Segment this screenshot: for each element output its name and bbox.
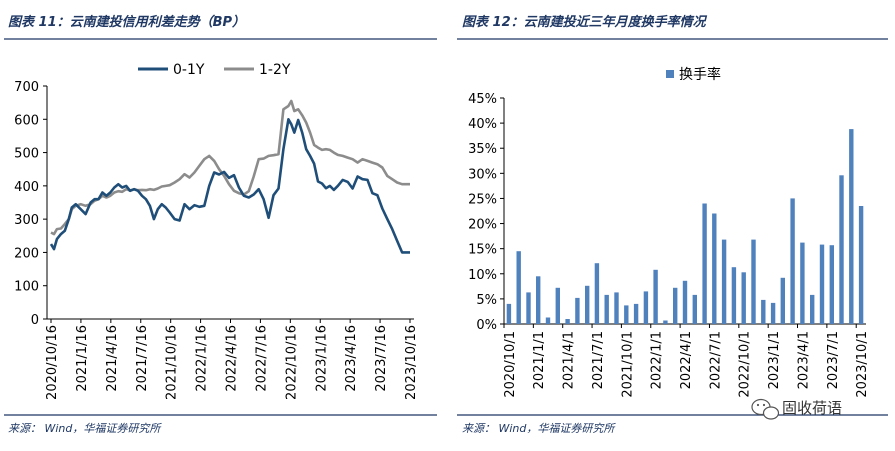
bar-y-tick-label: 15% [468, 243, 497, 258]
line-y-tick-label: 200 [14, 246, 39, 261]
series-line-1-2y [50, 99, 410, 236]
turnover-bar [810, 294, 815, 324]
legend-swatch-turnover [666, 70, 674, 78]
bar-x-tick-label: 2023/4/1 [796, 331, 811, 389]
legend-label-0-1y: 0-1Y [173, 62, 205, 78]
bar-y-tick-label: 25% [468, 192, 497, 207]
legend-label-1-2y: 1-2Y [259, 62, 291, 78]
turnover-bar [663, 320, 668, 324]
bar-x-tick-label: 2022/10/1 [738, 331, 753, 398]
turnover-bar [545, 317, 551, 324]
turnover-bar [506, 303, 512, 324]
line-y-tick-label: 0 [31, 313, 39, 328]
line-x-tick-label: 2023/10/16 [404, 325, 419, 400]
turnover-bar [516, 251, 521, 324]
turnover-bar [555, 287, 560, 324]
line-x-tick-label: 2023/1/16 [314, 325, 329, 392]
turnover-bar [819, 244, 825, 324]
series-line-0-1y [49, 118, 410, 254]
bar-y-tick-label: 0% [476, 318, 497, 333]
turnover-bar [712, 213, 717, 324]
line-x-tick-label: 2021/7/16 [135, 325, 150, 392]
bar-x-tick-label: 2021/4/1 [562, 331, 577, 389]
turnover-bar [604, 294, 609, 324]
line-x-tick-label: 2022/4/16 [225, 325, 240, 392]
turnover-bar [702, 203, 707, 324]
right-source-note: 来源： Wind，华福证券研究所 [462, 422, 616, 435]
bar-y-tick-label: 10% [468, 268, 497, 283]
turnover-bar [526, 292, 531, 324]
bar-chart-legend: 换手率 [666, 66, 721, 83]
bar-x-tick-label: 2020/10/1 [503, 331, 518, 398]
bar-x-tick-label: 2021/10/1 [620, 331, 635, 398]
turnover-bar [790, 198, 795, 324]
turnover-bar [575, 297, 580, 324]
turnover-bar [643, 291, 649, 324]
bar-x-tick-label: 2021/1/1 [532, 331, 547, 389]
turnover-bar [565, 319, 570, 324]
line-y-tick-label: 400 [14, 180, 39, 195]
turnover-bar [594, 263, 600, 324]
watermark: 固收荷语 [751, 398, 842, 420]
turnover-bar [614, 292, 619, 324]
line-y-tick-label: 500 [14, 147, 39, 162]
bar-y-tick-label: 30% [468, 167, 497, 182]
line-x-tick-label: 2022/7/16 [254, 325, 269, 392]
legend-label-turnover: 换手率 [679, 66, 721, 83]
line-chart-legend: 0-1Y 1-2Y [138, 62, 291, 78]
turnover-bar [682, 280, 688, 324]
turnover-bar [585, 285, 590, 324]
turnover-bar [624, 305, 629, 324]
bar-chart: 换手率 0% 5% 10% 15% 20% 25% 30% 35% 40% 45% 2020/10… [468, 66, 870, 398]
bar-y-tick-label: 20% [468, 218, 497, 233]
bar-x-tick-label: 2023/10/1 [855, 331, 870, 398]
bar-x-tick-label: 2022/1/1 [650, 331, 665, 389]
bar-y-tick-label: 40% [468, 117, 497, 132]
turnover-bar [673, 287, 678, 324]
turnover-bar [839, 175, 844, 324]
turnover-bar [761, 299, 766, 324]
bar-y-tick-label: 35% [468, 142, 497, 157]
turnover-bar [731, 267, 737, 324]
bar-x-tick-label: 2022/4/1 [679, 331, 694, 389]
line-x-tick-label: 2021/1/16 [75, 325, 90, 392]
line-x-tick-label: 2022/10/16 [284, 325, 299, 400]
turnover-bar [741, 272, 746, 324]
bar-x-tick-label: 2022/7/1 [708, 331, 723, 389]
line-y-tick-label: 700 [14, 80, 39, 95]
bar-x-tick-label: 2023/7/1 [826, 331, 841, 389]
turnover-bar [780, 277, 785, 324]
watermark-text: 固收荷语 [782, 399, 842, 417]
turnover-bar [653, 269, 658, 324]
turnover-bar [849, 129, 854, 324]
left-source-note: 来源： Wind，华福证券研究所 [8, 422, 162, 435]
turnover-bar [692, 294, 697, 324]
wechat-icon [751, 398, 780, 420]
line-x-tick-label: 2021/10/16 [165, 325, 180, 400]
left-figure-title: 图表 11：云南建投信用利差走势（BP） [8, 14, 245, 30]
bar-x-tick-label: 2021/7/1 [591, 331, 606, 389]
line-x-tick-label: 2020/10/16 [45, 325, 60, 400]
bar-y-tick-label: 45% [468, 92, 497, 107]
turnover-bar [800, 242, 805, 324]
right-figure-title: 图表 12：云南建投近三年月度换手率情况 [462, 14, 708, 30]
turnover-bar [633, 303, 639, 324]
turnover-bar [721, 239, 727, 324]
line-x-tick-label: 2022/1/16 [195, 325, 210, 392]
turnover-bar [536, 276, 541, 324]
line-chart: 0-1Y 1-2Y 0 100 200 300 400 500 600 700 2020/10… [14, 62, 419, 400]
line-x-tick-label: 2023/7/16 [374, 325, 389, 392]
line-x-tick-label: 2023/4/16 [344, 325, 359, 392]
turnover-bar [829, 245, 834, 324]
line-y-tick-label: 300 [14, 213, 39, 228]
turnover-bar [770, 302, 776, 324]
turnover-bar [858, 206, 864, 324]
line-y-tick-label: 600 [14, 113, 39, 128]
bar-x-tick-label: 2023/1/1 [767, 331, 782, 389]
line-y-tick-label: 100 [14, 280, 39, 295]
bar-y-tick-label: 5% [476, 293, 497, 308]
line-x-tick-label: 2021/4/16 [105, 325, 120, 392]
turnover-bar [751, 239, 756, 324]
